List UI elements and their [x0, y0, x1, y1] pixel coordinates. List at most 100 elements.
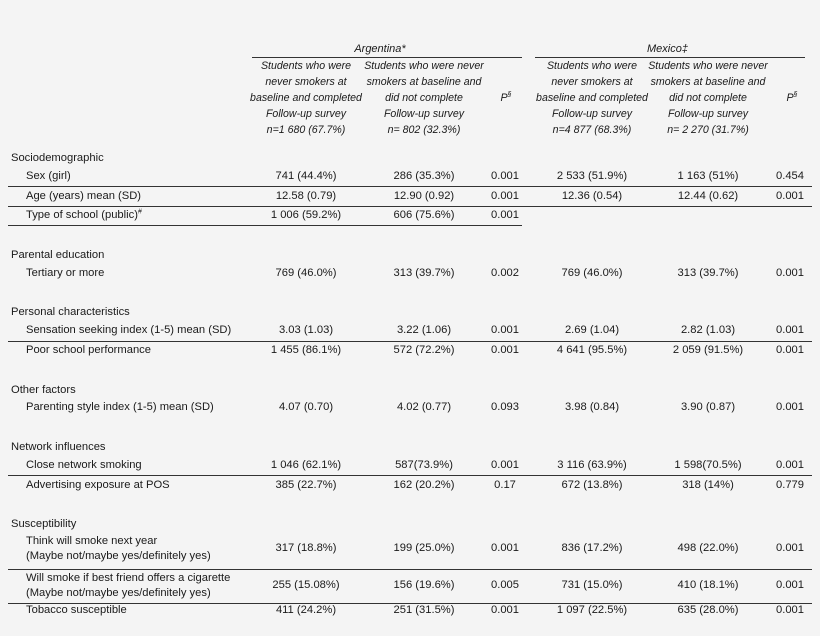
table-cell-m1: 1 097 (22.5%)	[556, 604, 628, 616]
table-cell-ap: 0.001	[491, 459, 519, 471]
row-label: Parenting style index (1-5) mean (SD)	[26, 401, 214, 414]
table-cell-ap: 0.17	[494, 479, 516, 491]
row-divider	[8, 603, 812, 604]
table-cell-a2: 606 (75.6%)	[393, 209, 455, 221]
table-cell-a2: 587(73.9%)	[395, 459, 453, 471]
table-cell-mp: 0.001	[776, 190, 804, 202]
mexico-not-completed-header: Students who were never smokers at baseli…	[648, 60, 768, 136]
section-other: Other factors	[11, 384, 76, 396]
table-cell-a2: 4.02 (0.77)	[396, 401, 452, 413]
table-cell-ap: 0.093	[491, 401, 519, 413]
table-cell-ap: 0.005	[491, 579, 519, 591]
row-label: Will smoke if best friend offers a cigar…	[26, 571, 231, 600]
table-cell-a2: 162 (20.2%)	[393, 479, 455, 491]
argentina-not-completed-header: Students who were never smokers at baseli…	[364, 60, 484, 136]
table-cell-a1: 4.07 (0.70)	[278, 401, 334, 413]
table-cell-m2: 2.82 (1.03)	[680, 324, 736, 336]
table-cell-mp: 0.001	[776, 324, 804, 336]
table-cell-m1: 3 116 (63.9%)	[557, 459, 627, 471]
section-network: Network influences	[11, 441, 106, 453]
table-cell-m1: 2 533 (51.9%)	[556, 170, 628, 182]
table-cell-m1: 672 (13.8%)	[561, 479, 623, 491]
table-cell-m1: 4 641 (95.5%)	[556, 344, 628, 356]
table-cell-a2: 251 (31.5%)	[393, 604, 455, 616]
table-cell-m1: 12.36 (0.54)	[561, 190, 623, 202]
mexico-header: Mexico‡	[647, 43, 688, 55]
mexico-p-header: P§	[786, 91, 798, 104]
section-parental-education: Parental education	[11, 249, 105, 261]
table-cell-a1: 385 (22.7%)	[275, 479, 337, 491]
row-label: Advertising exposure at POS	[26, 479, 170, 492]
table-cell-a1: 317 (18.8%)	[275, 542, 337, 554]
table-cell-mp: 0.454	[776, 170, 804, 182]
table-cell-mp: 0.001	[776, 579, 804, 591]
table-cell-a2: 286 (35.3%)	[393, 170, 455, 182]
table-cell-a2: 156 (19.6%)	[393, 579, 455, 591]
table-cell-a1: 255 (15.08%)	[272, 579, 340, 591]
table-cell-ap: 0.001	[491, 190, 519, 202]
table-cell-ap: 0.001	[491, 344, 519, 356]
argentina-header: Argentina*	[354, 43, 406, 55]
section-sociodemographic: Sociodemographic	[11, 152, 104, 164]
table-cell-ap: 0.001	[491, 209, 519, 221]
section-susceptibility: Susceptibility	[11, 518, 77, 530]
row-label: Sex (girl)	[26, 170, 71, 183]
table-cell-mp: 0.001	[776, 344, 804, 356]
table-cell-m1: 2.69 (1.04)	[564, 324, 620, 336]
table-cell-a1: 741 (44.4%)	[275, 170, 337, 182]
mexico-header-rule	[535, 57, 805, 58]
table-cell-m2: 2 059 (91.5%)	[672, 344, 744, 356]
row-label: Tobacco susceptible	[26, 604, 127, 617]
argentina-completed-header: Students who were never smokers at baselin…	[250, 60, 362, 136]
row-divider	[8, 475, 812, 476]
table-cell-a1: 12.58 (0.79)	[275, 190, 337, 202]
table-cell-m1: 769 (46.0%)	[561, 267, 623, 279]
table-cell-mp: 0.001	[776, 267, 804, 279]
table-cell-a1: 1 455 (86.1%)	[270, 344, 342, 356]
table-cell-m2: 313 (39.7%)	[677, 267, 739, 279]
table-cell-m2: 1 598(70.5%)	[674, 459, 742, 471]
table-cell-m2: 318 (14%)	[682, 479, 734, 491]
table-cell-a1: 3.03 (1.03)	[278, 324, 334, 336]
row-label: Think will smoke next year (Maybe not/may…	[26, 534, 211, 563]
row-label: Tertiary or more	[26, 267, 105, 280]
table-cell-m2: 635 (28.0%)	[677, 604, 739, 616]
row-label: Close network smoking	[26, 459, 142, 472]
table-cell-a2: 572 (72.2%)	[393, 344, 455, 356]
table-cell-ap: 0.001	[491, 324, 519, 336]
table-cell-m1: 836 (17.2%)	[561, 542, 623, 554]
row-label: Poor school performance	[26, 344, 151, 357]
table-cell-m2: 12.44 (0.62)	[677, 190, 739, 202]
table-cell-a2: 3.22 (1.06)	[396, 324, 452, 336]
table-cell-a1: 1 046 (62.1%)	[270, 459, 342, 471]
table-cell-a1: 1 006 (59.2%)	[270, 209, 342, 221]
argentina-p-header: P§	[500, 91, 512, 104]
table-cell-mp: 0.001	[776, 542, 804, 554]
table-cell-mp: 0.001	[776, 459, 804, 471]
row-divider	[8, 225, 522, 226]
table-cell-m2: 1 163 (51%)	[677, 170, 739, 182]
table-cell-mp: 0.779	[776, 479, 804, 491]
table-cell-a2: 199 (25.0%)	[393, 542, 455, 554]
row-divider	[8, 569, 812, 570]
table-cell-a2: 12.90 (0.92)	[393, 190, 455, 202]
table-cell-m1: 731 (15.0%)	[561, 579, 623, 591]
table-cell-mp: 0.001	[776, 604, 804, 616]
table-cell-mp: 0.001	[776, 401, 804, 413]
mexico-completed-header: Students who were never smokers at baselin…	[536, 60, 648, 136]
table-cell-a1: 411 (24.2%)	[275, 604, 337, 616]
row-divider	[8, 206, 812, 207]
row-divider	[8, 341, 812, 342]
table-cell-m1: 3.98 (0.84)	[564, 401, 620, 413]
row-divider	[8, 186, 812, 187]
table-cell-ap: 0.002	[491, 267, 519, 279]
argentina-header-rule	[252, 57, 522, 58]
table-cell-a1: 769 (46.0%)	[275, 267, 337, 279]
row-label: Sensation seeking index (1-5) mean (SD)	[26, 324, 232, 337]
row-label: Age (years) mean (SD)	[26, 190, 142, 203]
table-cell-ap: 0.001	[491, 170, 519, 182]
row-label: Type of school (public)#	[26, 208, 142, 222]
table-cell-a2: 313 (39.7%)	[393, 267, 455, 279]
table-cell-ap: 0.001	[491, 604, 519, 616]
